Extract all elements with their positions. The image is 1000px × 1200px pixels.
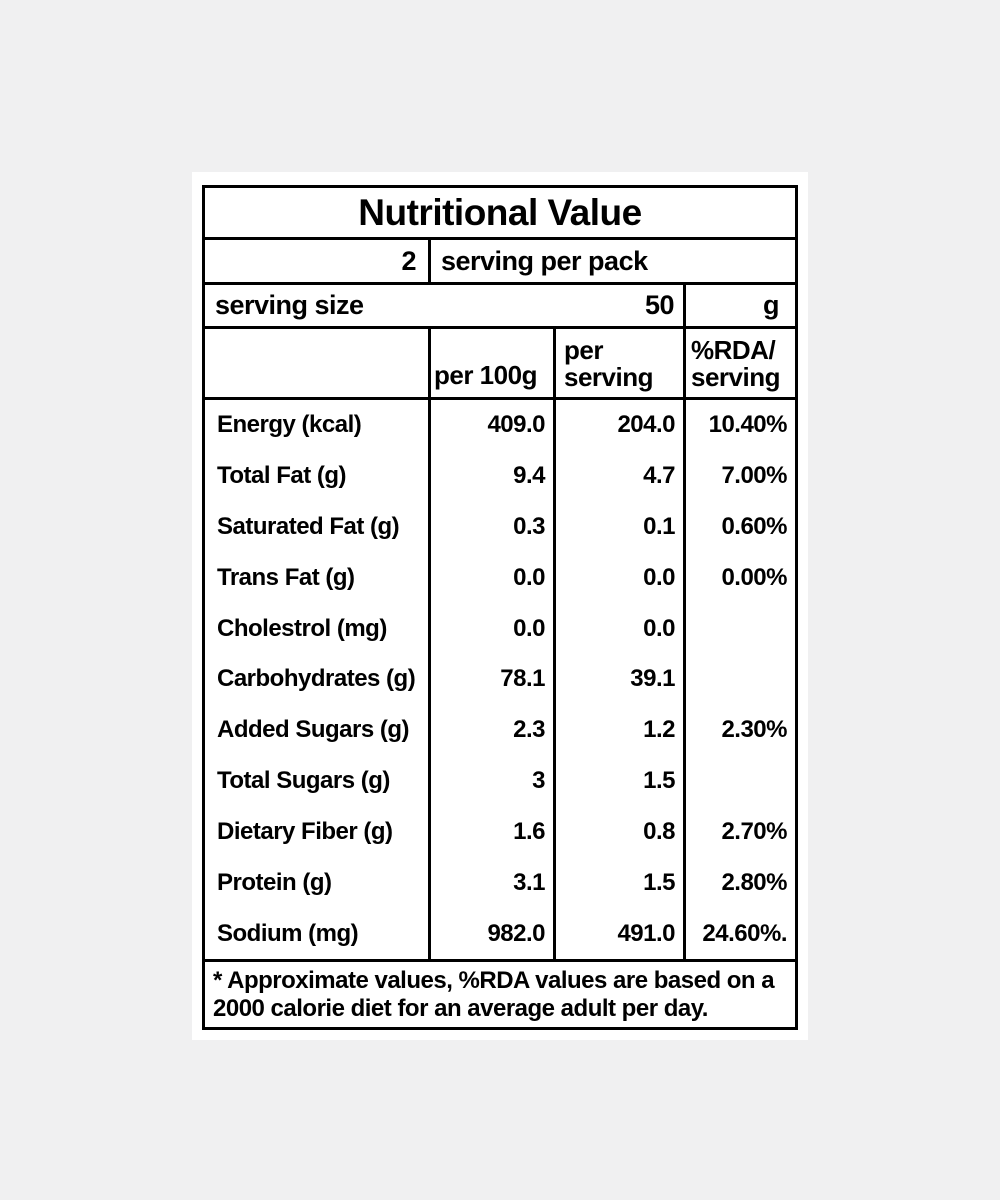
table-row-energy: Energy (kcal) 409.0 204.0 10.40% — [205, 400, 795, 451]
nutrient-name: Cholestrol (mg) — [205, 603, 431, 655]
serving-size-label: serving size — [215, 290, 364, 320]
rda-value: 2.80% — [721, 868, 787, 896]
table-title: Nutritional Value — [205, 188, 795, 240]
table-row-sodium: Sodium (mg) 982.0 491.0 24.60%. — [205, 908, 795, 959]
header-rda-line2: serving — [691, 362, 781, 393]
header-rda-line1: %RDA/ — [691, 334, 776, 365]
per-100g-value: 3 — [431, 755, 556, 807]
footnote-line1: * Approximate values, %RDA values are ba… — [213, 967, 775, 994]
header-per-serving-line1: per — [564, 334, 603, 365]
rda-value — [686, 654, 795, 705]
servings-per-pack-text: serving per pack — [441, 245, 648, 276]
nutrient-name: Added Sugars (g) — [205, 704, 431, 756]
per-serving-value: 0.0 — [556, 603, 686, 655]
nutrient-name: Saturated Fat (g) — [205, 501, 431, 553]
per-100g-value: 0.3 — [431, 501, 556, 553]
per-100g-value: 409.0 — [431, 400, 556, 451]
per-serving-value: 204.0 — [556, 400, 686, 451]
table-row-cholestrol: Cholestrol (mg) 0.0 0.0 — [205, 603, 795, 655]
nutrient-name: Total Sugars (g) — [205, 755, 431, 807]
table-row-added-sugars: Added Sugars (g) 2.3 1.2 2.30% — [205, 704, 795, 756]
rda-value: 10.40% — [708, 411, 788, 439]
header-per-100g-label: per 100g — [434, 360, 537, 391]
nutrient-name: Energy (kcal) — [205, 400, 431, 451]
per-serving-value: 1.5 — [556, 755, 686, 807]
servings-per-pack-count: 2 — [205, 240, 431, 282]
per-100g-value: 982.0 — [431, 908, 556, 959]
per-serving-value: 491.0 — [556, 908, 686, 959]
header-rda-per-serving: %RDA/ serving — [686, 329, 795, 397]
header-per-serving: per serving — [556, 329, 686, 397]
table-row-saturated-fat: Saturated Fat (g) 0.3 0.1 0.60% — [205, 501, 795, 553]
serving-size-main-cell: serving size 50 — [205, 285, 686, 326]
serving-size-unit: g — [763, 290, 780, 320]
per-100g-value: 0.0 — [431, 552, 556, 604]
nutrient-name: Protein (g) — [205, 857, 431, 909]
footnote-line2: 2000 calorie diet for an average adult p… — [213, 995, 708, 1022]
per-serving-value: 1.5 — [556, 857, 686, 909]
per-serving-value: 4.7 — [556, 450, 686, 502]
serving-size-row: serving size 50 g — [205, 285, 795, 329]
rda-value: 7.00% — [721, 462, 787, 490]
per-serving-value: 0.1 — [556, 501, 686, 553]
per-serving-value: 0.8 — [556, 806, 686, 858]
nutrient-rows: Energy (kcal) 409.0 204.0 10.40% Total F… — [205, 400, 795, 959]
rda-value: 2.70% — [721, 817, 787, 845]
nutrition-label-panel: Nutritional Value 2 serving per pack ser… — [192, 172, 808, 1040]
rda-value: 2.30% — [721, 716, 787, 744]
per-100g-value: 9.4 — [431, 450, 556, 502]
rda-value — [686, 603, 795, 654]
per-100g-value: 78.1 — [431, 654, 556, 705]
per-serving-value: 39.1 — [556, 654, 686, 705]
header-per-100g: per 100g — [431, 329, 556, 397]
per-serving-value: 1.2 — [556, 704, 686, 756]
table-row-protein: Protein (g) 3.1 1.5 2.80% — [205, 857, 795, 909]
per-100g-value: 2.3 — [431, 704, 556, 756]
table-row-total-fat: Total Fat (g) 9.4 4.7 7.00% — [205, 450, 795, 502]
rda-value: 24.60%. — [702, 919, 787, 947]
table-row-total-sugars: Total Sugars (g) 3 1.5 — [205, 755, 795, 807]
table-row-dietary-fiber: Dietary Fiber (g) 1.6 0.8 2.70% — [205, 806, 795, 858]
rda-value — [686, 756, 795, 807]
nutrient-name: Carbohydrates (g) — [205, 654, 431, 705]
servings-per-pack-row: 2 serving per pack — [205, 240, 795, 285]
nutrient-name: Total Fat (g) — [205, 450, 431, 502]
table-row-carbohydrates: Carbohydrates (g) 78.1 39.1 — [205, 654, 795, 705]
per-100g-value: 1.6 — [431, 806, 556, 858]
header-per-serving-line2: serving — [564, 362, 654, 393]
header-blank-cell — [205, 329, 431, 397]
nutrient-name: Dietary Fiber (g) — [205, 806, 431, 858]
nutrition-table: Nutritional Value 2 serving per pack ser… — [202, 185, 798, 1030]
column-header-row: per 100g per serving %RDA/ serving — [205, 329, 795, 400]
rda-value: 0.00% — [721, 563, 787, 591]
per-100g-value: 0.0 — [431, 603, 556, 655]
per-serving-value: 0.0 — [556, 552, 686, 604]
table-row-trans-fat: Trans Fat (g) 0.0 0.0 0.00% — [205, 552, 795, 604]
nutrient-name: Trans Fat (g) — [205, 552, 431, 604]
serving-size-value: 50 — [644, 290, 675, 320]
rda-value: 0.60% — [721, 513, 787, 541]
footnote: * Approximate values, %RDA values are ba… — [205, 959, 795, 1027]
nutrient-name: Sodium (mg) — [205, 908, 431, 959]
per-100g-value: 3.1 — [431, 857, 556, 909]
